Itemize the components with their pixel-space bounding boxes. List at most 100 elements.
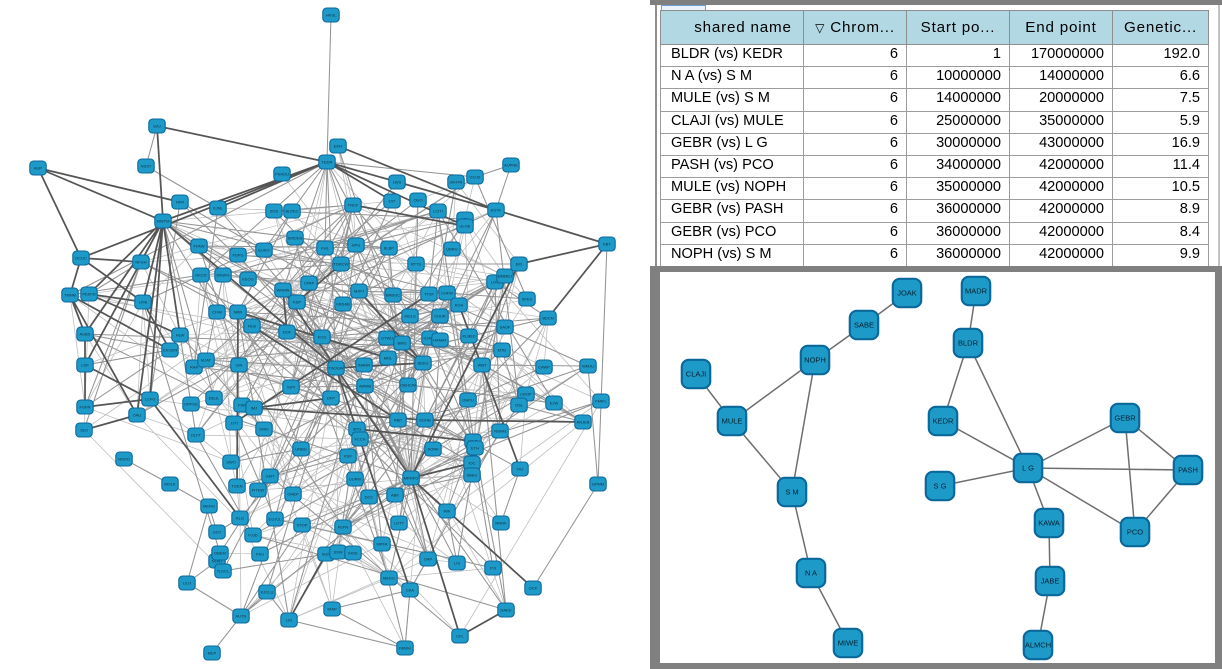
svg-text:FSK: FSK <box>238 403 246 408</box>
svg-text:ETH: ETH <box>471 446 479 451</box>
svg-text:FEFN: FEFN <box>338 525 349 530</box>
svg-text:PJI: PJI <box>490 566 496 571</box>
svg-text:CAA: CAA <box>406 588 415 593</box>
svg-text:BEEU: BEEU <box>418 361 429 366</box>
svg-text:AWMB: AWMB <box>359 384 372 389</box>
svg-text:JABE: JABE <box>1041 577 1060 586</box>
svg-text:OHPU: OHPU <box>462 398 474 403</box>
svg-text:RTTS: RTTS <box>411 262 422 267</box>
svg-text:GPMM: GPMM <box>592 482 604 487</box>
svg-text:RBP: RBP <box>394 418 403 423</box>
svg-text:L G: L G <box>1022 464 1034 473</box>
svg-text:NNOO: NNOO <box>118 457 130 462</box>
svg-text:JKHTR: JKHTR <box>450 180 463 185</box>
svg-text:JOAK: JOAK <box>897 289 917 298</box>
svg-text:EKH: EKH <box>334 144 342 149</box>
svg-text:LWS: LWS <box>393 180 402 185</box>
svg-text:EKI: EKI <box>516 262 522 267</box>
svg-text:LIG: LIG <box>286 618 292 623</box>
svg-text:KBSAB: KBSAB <box>336 302 350 307</box>
svg-text:BLBP: BLBP <box>384 246 395 251</box>
svg-text:MPFA: MPFA <box>377 542 388 547</box>
svg-text:MEP: MEP <box>208 651 217 656</box>
svg-text:ILINL: ILINL <box>213 206 223 211</box>
svg-text:KEOG: KEOG <box>242 277 254 282</box>
svg-text:PASH: PASH <box>1178 466 1198 475</box>
svg-text:CHUR: CHUR <box>434 314 446 319</box>
svg-text:NOPH: NOPH <box>804 356 826 365</box>
svg-text:DDHB: DDHB <box>419 418 431 423</box>
svg-text:KBT: KBT <box>603 242 611 247</box>
svg-text:FJJD: FJJD <box>248 533 257 538</box>
svg-text:CLAJI: CLAJI <box>686 370 706 379</box>
svg-text:SOS: SOS <box>270 209 279 214</box>
svg-text:NSST: NSST <box>141 164 152 169</box>
svg-text:KLG: KLG <box>236 516 244 521</box>
svg-text:NFGH: NFGH <box>135 260 146 265</box>
svg-text:CAWP: CAWP <box>538 365 550 370</box>
svg-text:ULOE: ULOE <box>460 224 471 229</box>
svg-text:BMG: BMG <box>397 341 406 346</box>
svg-text:MJAT: MJAT <box>201 358 212 363</box>
svg-text:KOA: KOA <box>455 303 464 308</box>
svg-text:DCUC: DCUC <box>75 256 87 261</box>
svg-text:BRBGC: BRBGC <box>386 293 400 298</box>
svg-text:TTSF: TTSF <box>424 292 435 297</box>
svg-text:NRR: NRR <box>234 310 243 315</box>
svg-text:EGJCL: EGJCL <box>269 517 283 522</box>
svg-text:DMG: DMG <box>259 427 268 432</box>
svg-text:DBEM: DBEM <box>214 551 226 556</box>
svg-text:AUTN: AUTN <box>236 614 247 619</box>
svg-text:LOTT: LOTT <box>394 521 405 526</box>
svg-text:FMIFL: FMIFL <box>595 399 607 404</box>
svg-text:UNBG: UNBG <box>295 447 307 452</box>
svg-text:SPG: SPG <box>353 427 361 432</box>
svg-text:BDCN: BDCN <box>542 316 553 321</box>
svg-text:MERG: MERG <box>203 504 215 509</box>
svg-text:DCC: DCC <box>365 495 374 500</box>
svg-text:CKODR: CKODR <box>163 348 178 353</box>
svg-text:DFP: DFP <box>327 396 335 401</box>
svg-text:AUP: AUP <box>34 166 43 171</box>
svg-text:EUKO: EUKO <box>258 248 269 253</box>
svg-text:UURW: UURW <box>349 477 362 482</box>
svg-text:DOF: DOF <box>283 330 292 335</box>
svg-text:KSP: KSP <box>293 300 301 305</box>
svg-text:IGPI: IGPI <box>287 385 295 390</box>
svg-text:DLFT: DLFT <box>191 433 202 438</box>
svg-text:MSWG: MSWG <box>217 273 230 278</box>
svg-text:SABE: SABE <box>854 321 874 330</box>
svg-text:IOC: IOC <box>468 461 475 466</box>
svg-text:ALMCH: ALMCH <box>1025 641 1051 650</box>
svg-text:LWOP: LWOP <box>520 392 532 397</box>
svg-text:JJTI: JJTI <box>230 421 238 426</box>
svg-text:LDF: LDF <box>81 363 89 368</box>
svg-text:FCCH: FCCH <box>354 437 365 442</box>
svg-text:KTOP: KTOP <box>297 523 308 528</box>
svg-text:EJW: EJW <box>550 401 559 406</box>
svg-text:CPAP: CPAP <box>304 281 315 286</box>
svg-text:MOLK: MOLK <box>164 482 176 487</box>
svg-text:UIN: UIN <box>236 363 243 368</box>
svg-text:TEDR: TEDR <box>322 160 333 165</box>
svg-text:SSW: SSW <box>333 550 342 555</box>
svg-text:SFES: SFES <box>522 297 533 302</box>
svg-text:DAED: DAED <box>500 608 511 613</box>
svg-text:CFL: CFL <box>456 634 464 639</box>
svg-text:UBRG: UBRG <box>446 247 458 252</box>
svg-text:RNNK: RNNK <box>495 521 507 526</box>
svg-text:S G: S G <box>934 482 947 491</box>
svg-text:NSHM: NSHM <box>494 429 506 434</box>
svg-text:FOFR: FOFR <box>80 405 91 410</box>
svg-text:PEKFD: PEKFD <box>82 292 95 297</box>
svg-text:LCFG: LCFG <box>145 397 156 402</box>
svg-text:SWO: SWO <box>226 460 236 465</box>
svg-text:MWTM: MWTM <box>157 219 170 224</box>
svg-text:UPFSG: UPFSG <box>184 402 198 407</box>
svg-text:ULO: ULO <box>183 581 191 586</box>
svg-text:SMODS: SMODS <box>288 236 303 241</box>
svg-text:CHFW: CHFW <box>441 291 453 296</box>
svg-text:WMJU: WMJU <box>582 364 594 369</box>
svg-text:GOJS: GOJS <box>470 175 481 180</box>
svg-text:FBWH: FBWH <box>399 646 411 651</box>
